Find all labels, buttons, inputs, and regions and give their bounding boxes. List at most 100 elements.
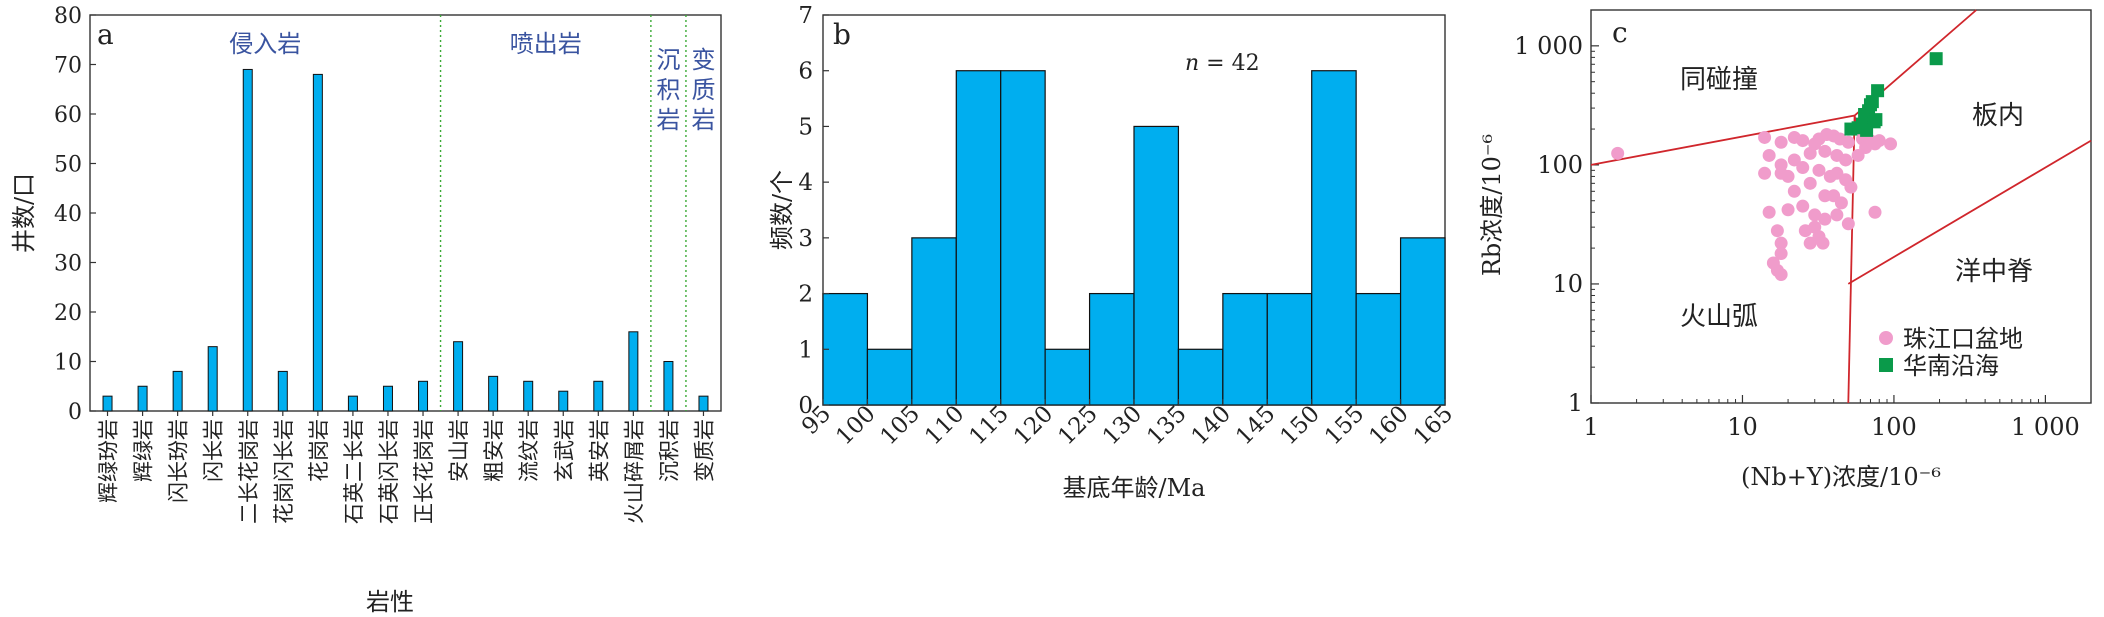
panel-b-bar [955,70,1002,406]
panel-c-point-pearl-river [1816,236,1830,250]
legend-label-south-china-coast: 华南沿海 [1903,352,1999,380]
panel-c-point-pearl-river [1796,199,1810,213]
panel-a-xtick-label: 正长花岗岩 [412,419,436,524]
panel-a-bar [347,395,358,412]
panel-a-ytick-label: 40 [54,202,82,227]
region-label-volcanic-arc: 火山弧 [1680,302,1758,332]
panel-c-ylabel: Rb浓度/10⁻⁶ [1478,134,1506,276]
panel-c-point-pearl-river [1798,224,1812,238]
panel-a-ytick-label: 80 [54,4,82,29]
panel-c-point-pearl-river [1770,224,1784,238]
panel-b-xtick-label: 165 [1409,401,1458,450]
legend-marker-south-china-coast [1879,358,1893,372]
panel-b-bar [1000,70,1046,406]
legend-marker-pearl-river [1879,331,1893,345]
panel-a-label: a [97,18,114,51]
panel-c-point-pearl-river [1812,163,1826,177]
panel-b-bar [1133,125,1180,406]
panel-c-point-south-china-coast [1929,52,1943,66]
panel-c-point-pearl-river [1774,247,1788,261]
panel-c-point-south-china-coast [1865,95,1879,109]
panel-a-bar [242,68,253,412]
panel-c-point-pearl-river [1787,184,1801,198]
panel-a-group-label: 喷出岩 [510,30,582,58]
panel-c-ytick-label: 1 000 [1514,32,1583,60]
panel-c-point-pearl-river [1884,137,1898,151]
panel-a-xtick-label: 粗安岩 [482,419,506,482]
panel-c-point-pearl-river [1830,208,1844,222]
panel-b-xtick-label: 160 [1364,401,1413,450]
panel-a-ytick-label: 20 [54,301,82,326]
panel-c-point-pearl-river [1762,205,1776,219]
panel-a-xtick-label: 闪长岩 [202,419,226,482]
panel-c-point-pearl-river [1774,268,1788,282]
panel-b-annotation: n = 42 [1185,51,1260,76]
panel-b-bar [1355,292,1402,406]
panel-b-xtick-label: 130 [1098,401,1147,450]
panel-a-xtick-label: 流纹岩 [517,419,541,482]
panel-c-boundary-line [1847,139,2092,285]
panel-c-point-pearl-river [1834,196,1848,210]
panel-b-xtick-label: 100 [831,401,880,450]
panel-b-xtick-label: 110 [920,401,969,450]
panel-c-point-pearl-river [1841,135,1855,149]
panel-b-bar [866,348,913,406]
panel-c-point-pearl-river [1774,135,1788,149]
panel-c-point-pearl-river [1803,146,1817,160]
panel-a-xtick-label: 变质岩 [692,419,716,482]
panel-c-point-pearl-river [1839,153,1853,167]
panel-b-bar [1177,348,1224,406]
panel-c-xtick-label: 1 [1583,413,1598,441]
panel-b-ytick-label: 1 [798,337,813,363]
panel-a-group-label: 侵入岩 [229,30,301,58]
panel-c-point-pearl-river [1818,212,1832,226]
panel-a-xtick-label: 石英闪长岩 [377,419,401,524]
panel-c-point-pearl-river [1781,169,1795,183]
panel-c-boundary-line [1847,115,1856,404]
panel-c-point-pearl-river [1818,144,1832,158]
panel-a-bar [172,370,183,412]
panel-a-xtick-label: 石英二长岩 [342,419,366,524]
panel-c-point-pearl-river [1868,205,1882,219]
panel-b-ytick-label: 0 [798,393,813,419]
panel-a-bar [488,375,499,412]
panel-c-ytick-label: 1 [1568,389,1583,417]
panel-b-xtick-label: 145 [1231,401,1280,450]
panel-b-xlabel: 基底年龄/Ma [1063,474,1206,502]
panel-c-point-pearl-river [1787,153,1801,167]
panel-a-bar [102,395,113,412]
panel-a-bar [277,370,288,412]
panel-a-xtick-label: 玄武岩 [552,419,576,482]
panel-c-point-pearl-river [1758,166,1772,180]
panel-a-xtick-label: 辉绿岩 [132,419,156,482]
panel-a-ylabel: 井数/口 [10,173,38,253]
panel-a-xtick-label: 二长花岗岩 [237,419,261,524]
panel-a-bar [453,341,464,412]
panel-a-ytick-label: 60 [54,103,82,128]
panel-b-xtick-label: 140 [1187,401,1236,450]
panel-a-ytick-label: 30 [54,252,82,277]
region-label-syn-collision: 同碰撞 [1680,65,1758,95]
panel-b-ylabel: 频数/个 [768,170,796,250]
region-label-ocean-ridge: 洋中脊 [1955,257,2033,287]
panel-a-bar [663,361,674,412]
panel-a-xtick-label: 沉积岩 [657,419,681,482]
panel-b-xtick-label: 150 [1276,401,1325,450]
panel-c-point-pearl-river [1868,137,1882,151]
panel-b-ytick-label: 2 [798,282,813,308]
panel-c-ytick-label: 100 [1537,151,1583,179]
panel-b-bar [1044,348,1091,406]
panel-a-xtick-label: 花岗闪长岩 [272,419,296,524]
panel-a-bar [628,331,639,412]
panel-b-xtick-label: 125 [1053,401,1102,450]
panel-a-bar [382,385,393,412]
panel-b-bar [1222,292,1268,406]
panel-a-bar [312,73,323,412]
panel-b-bar [822,292,869,406]
panel-c-point-pearl-river [1758,130,1772,144]
panel-c-point-south-china-coast [1871,84,1885,98]
panel-a-xtick-label: 安山岩 [447,419,471,482]
